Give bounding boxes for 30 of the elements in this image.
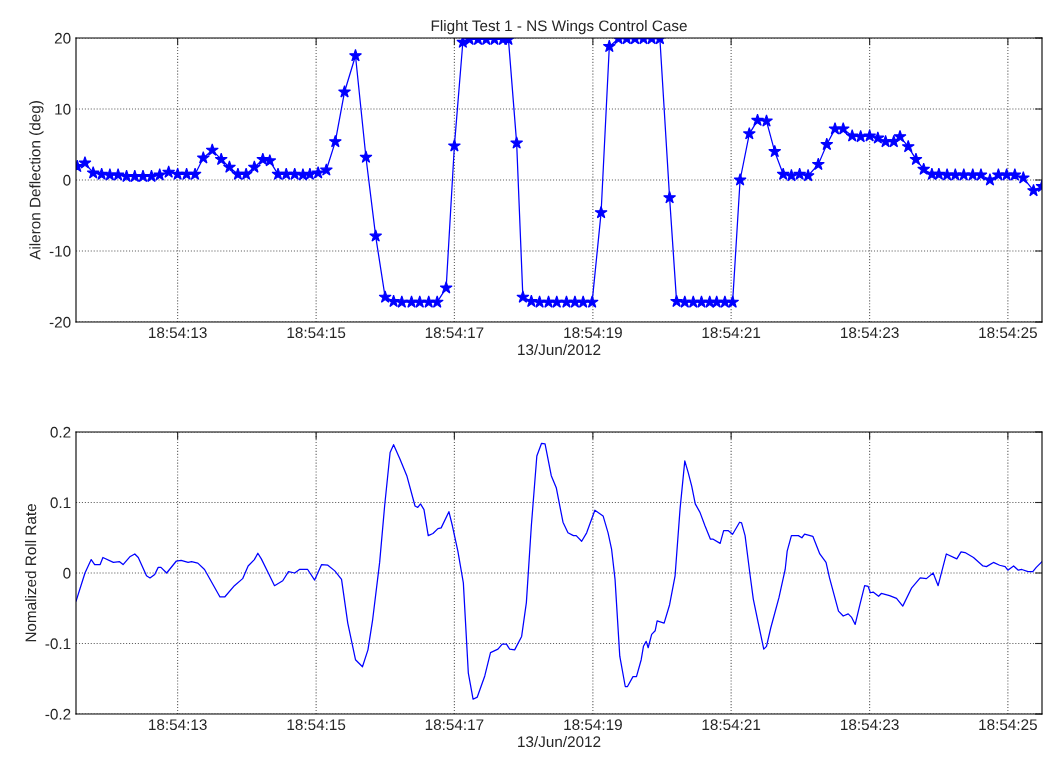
x-axis-title: 13/Jun/2012 [518,343,601,356]
y-tick-label: -10 [49,245,71,257]
x-tick-label: 18:54:19 [564,719,622,731]
x-tick-label: 18:54:23 [841,719,899,731]
x-tick-label: 18:54:17 [425,327,484,339]
y-axis-title: Aileron Deflection (deg) [29,101,44,260]
y-tick-label: -20 [49,316,71,328]
x-tick-label: 18:54:21 [702,719,761,731]
y-tick-label: -0.1 [45,638,71,650]
x-tick-label: 18:54:15 [287,327,346,339]
x-tick-label: 18:54:25 [979,719,1037,731]
y-tick-label: 0.2 [50,426,71,438]
line-series [76,442,1042,700]
x-tick-label: 18:54:15 [287,719,346,731]
x-tick-label: 18:54:13 [149,327,207,339]
x-axis-title: 13/Jun/2012 [518,735,601,748]
x-tick-label: 18:54:19 [564,327,622,339]
y-tick-label: 10 [55,103,71,115]
chart-title: Flight Test 1 - NS Wings Control Case [431,19,687,35]
y-tick-label: 0 [63,174,71,186]
y-tick-label: -0.2 [45,708,71,720]
y-tick-label: 20 [54,32,71,44]
x-tick-label: 18:54:21 [702,327,761,339]
x-tick-label: 18:54:13 [149,719,207,731]
x-tick-label: 18:54:25 [979,327,1037,339]
x-tick-label: 18:54:23 [841,327,899,339]
y-tick-label: 0.1 [50,497,71,509]
y-axis-title: Nomalized Roll Rate [25,504,37,642]
y-tick-label: 0 [63,567,71,579]
x-tick-label: 18:54:17 [425,719,484,731]
